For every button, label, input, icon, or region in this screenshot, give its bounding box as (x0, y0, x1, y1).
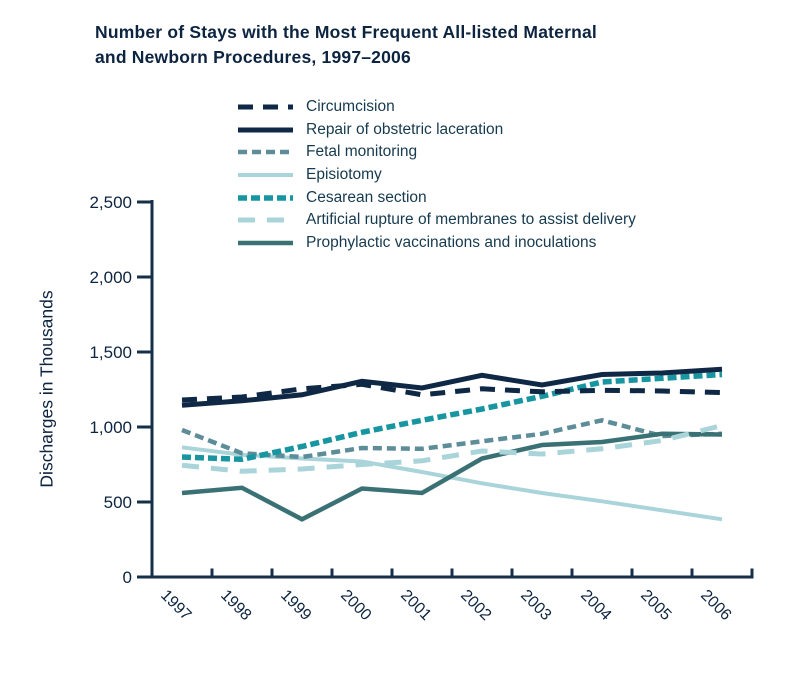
legend-label-episiotomy: Episiotomy (306, 166, 382, 184)
legend-swatch-repair-of-obstetric-laceration (238, 127, 293, 133)
legend-label-fetal-monitoring: Fetal monitoring (306, 143, 418, 161)
line-circumcision (181, 381, 723, 403)
legend-label-cesarean-section: Cesarean section (306, 188, 427, 206)
legend-swatch-artificial-rupture-of-membranes (238, 217, 293, 223)
y-tick-label: 1,000 (89, 418, 132, 437)
y-tick-label: 2,500 (89, 193, 132, 212)
legend-label-artificial-rupture-of-membranes: Artificial rupture of membranes to assis… (306, 211, 636, 229)
legend-item-fetal-monitoring: Fetal monitoring (238, 141, 636, 164)
chart-title-line2: and Newborn Procedures, 1997–2006 (95, 47, 411, 67)
x-tick-label: 2001 (397, 587, 434, 624)
legend-label-circumcision: Circumcision (306, 98, 395, 116)
x-tick-label: 2004 (577, 587, 614, 624)
y-tick-label: 500 (104, 493, 132, 512)
line-prophylactic-vaccinations (181, 431, 723, 522)
x-tick-label: 2000 (337, 587, 374, 624)
x-tick-label: 2006 (697, 587, 734, 624)
legend-swatch-prophylactic-vaccinations (238, 240, 293, 246)
legend-item-circumcision: Circumcision (238, 96, 636, 119)
legend-label-repair-of-obstetric-laceration: Repair of obstetric laceration (306, 120, 504, 138)
x-tick-label: 1998 (217, 587, 254, 624)
legend-swatch-cesarean-section (238, 194, 293, 201)
y-tick-label: 1,500 (89, 343, 132, 362)
chart-title: Number of Stays with the Most Frequent A… (95, 20, 755, 70)
legend: Circumcision Repair of obstetric lacerati… (238, 96, 636, 254)
legend-item-prophylactic-vaccinations: Prophylactic vaccinations and inoculatio… (238, 232, 636, 255)
legend-item-episiotomy: Episiotomy (238, 164, 636, 187)
x-tick-label: 2005 (637, 587, 674, 624)
legend-item-repair-of-obstetric-laceration: Repair of obstetric laceration (238, 119, 636, 142)
legend-swatch-fetal-monitoring (238, 150, 293, 155)
y-tick-label: 0 (123, 568, 132, 587)
line-artificial-rupture-of-membranes (181, 423, 723, 474)
line-cesarean-section (181, 371, 723, 463)
x-tick-label: 1999 (277, 587, 314, 624)
chart-title-line1: Number of Stays with the Most Frequent A… (95, 22, 597, 42)
legend-swatch-circumcision (238, 104, 293, 110)
legend-item-cesarean-section: Cesarean section (238, 186, 636, 209)
y-tick-label: 2,000 (89, 268, 132, 287)
x-tick-label: 2003 (517, 587, 554, 624)
legend-swatch-episiotomy (238, 173, 293, 178)
legend-item-artificial-rupture-of-membranes: Artificial rupture of membranes to assis… (238, 209, 636, 232)
x-tick-label: 1997 (157, 587, 194, 624)
legend-label-prophylactic-vaccinations: Prophylactic vaccinations and inoculatio… (306, 233, 597, 251)
line-repair-of-obstetric-laceration (181, 366, 723, 408)
x-tick-label: 2002 (457, 587, 494, 624)
